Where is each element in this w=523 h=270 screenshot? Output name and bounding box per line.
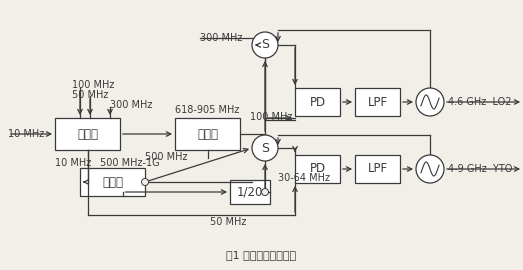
Circle shape	[252, 32, 278, 58]
Bar	[230, 180, 270, 204]
Text: 300 MHz: 300 MHz	[200, 33, 242, 43]
Text: LPF: LPF	[368, 96, 388, 109]
Text: 4.6 GHz  LO2: 4.6 GHz LO2	[448, 97, 511, 107]
Text: 取样环: 取样环	[197, 127, 218, 140]
Bar	[355, 88, 400, 116]
Text: 100 MHz: 100 MHz	[72, 80, 115, 90]
Text: 1/20: 1/20	[237, 185, 263, 198]
Circle shape	[262, 188, 268, 195]
Text: 小数环: 小数环	[102, 176, 123, 188]
Bar	[295, 88, 340, 116]
Text: 618-905 MHz: 618-905 MHz	[175, 105, 240, 115]
Circle shape	[416, 88, 444, 116]
Text: LPF: LPF	[368, 163, 388, 176]
Text: 10 MHz: 10 MHz	[8, 129, 44, 139]
Text: 图1 本振部分原理框图: 图1 本振部分原理框图	[226, 250, 296, 260]
Circle shape	[416, 155, 444, 183]
Text: 30-64 MHz: 30-64 MHz	[278, 173, 330, 183]
Text: PD: PD	[310, 163, 325, 176]
Text: S: S	[261, 39, 269, 52]
Bar	[55, 118, 120, 150]
Text: 100 MHz: 100 MHz	[250, 112, 292, 122]
Text: 10 MHz: 10 MHz	[55, 158, 91, 168]
Text: S: S	[261, 141, 269, 154]
Text: PD: PD	[310, 96, 325, 109]
Text: 50 MHz: 50 MHz	[210, 217, 246, 227]
Text: 300 MHz: 300 MHz	[110, 100, 152, 110]
Text: 4-9 GHz  YTO: 4-9 GHz YTO	[448, 164, 513, 174]
Text: 参考环: 参考环	[77, 127, 98, 140]
Bar	[355, 155, 400, 183]
Circle shape	[142, 178, 149, 185]
Bar	[80, 168, 145, 196]
Text: 50 MHz: 50 MHz	[72, 90, 108, 100]
Circle shape	[252, 135, 278, 161]
Bar	[175, 118, 240, 150]
Text: 500 MHz: 500 MHz	[145, 152, 188, 162]
Text: 500 MHz-1G: 500 MHz-1G	[100, 158, 160, 168]
Bar	[295, 155, 340, 183]
